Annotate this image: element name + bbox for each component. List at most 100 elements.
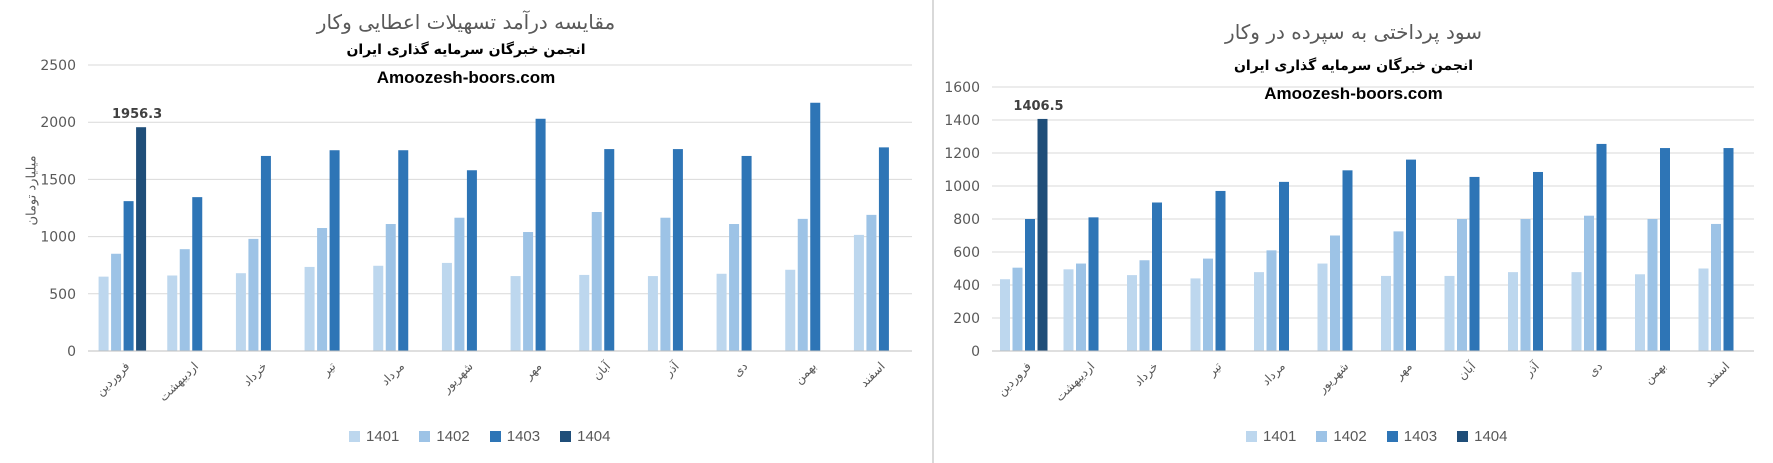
x-tick-label: اسفند <box>1702 359 1733 390</box>
bar-1403 <box>1342 170 1353 351</box>
legend-label: 1403 <box>506 428 541 445</box>
bar-1403 <box>1025 219 1035 351</box>
bar-1401 <box>1508 272 1518 351</box>
bar-1402 <box>1647 219 1658 351</box>
y-tick-label: 400 <box>953 278 980 294</box>
bar-1403 <box>535 118 546 351</box>
x-tick-label: مرداد <box>378 359 408 389</box>
legend-label: 1401 <box>366 428 400 445</box>
y-tick-label: 1000 <box>40 230 76 246</box>
legend-label: 1403 <box>1403 428 1438 445</box>
bar-1403 <box>329 150 340 351</box>
bar-1403 <box>1723 148 1734 351</box>
chart-subtitle: انجمن خبرگان سرمایه گذاری ایران <box>346 42 586 58</box>
bar-1403 <box>604 149 615 351</box>
legend-label: 1401 <box>1263 428 1297 445</box>
bar-1401 <box>716 273 727 351</box>
bar-1403 <box>672 149 683 351</box>
chart-title: سود پرداختی به سپرده در وکار <box>1225 20 1482 44</box>
legend-item-1402: 1402 <box>1316 428 1367 445</box>
bar-1402 <box>1457 219 1467 351</box>
x-tick-label: فروردین <box>994 359 1034 399</box>
legend-item-1404: 1404 <box>560 428 611 445</box>
bar-1402 <box>1012 267 1023 351</box>
x-tick-label: شهریور <box>439 359 477 397</box>
x-tick-label: بهمن <box>1641 359 1669 387</box>
x-tick-label: اردیبهشت <box>1053 359 1099 405</box>
legend-item-1401: 1401 <box>349 428 399 445</box>
x-tick-label: آذر <box>660 358 683 381</box>
x-tick-label: خرداد <box>240 359 270 389</box>
x-tick-label: اردیبهشت <box>156 359 202 405</box>
legend-swatch <box>1386 431 1398 442</box>
x-tick-label: مرداد <box>1259 359 1289 389</box>
legend-item-1402: 1402 <box>419 428 470 445</box>
bar-1401 <box>1571 272 1582 351</box>
legend-item-1404: 1404 <box>1457 428 1508 445</box>
bar-1402 <box>1076 263 1086 351</box>
x-tick-label: تیر <box>318 359 339 380</box>
x-tick-label: بهمن <box>792 359 820 387</box>
y-tick-label: 600 <box>953 245 980 261</box>
bar-1401 <box>1000 279 1010 351</box>
bar-1403 <box>810 102 821 351</box>
bar-1402 <box>660 217 671 351</box>
y-axis-label: میلیارد تومان <box>24 155 40 226</box>
bar-1403 <box>398 150 409 351</box>
x-tick-label: تیر <box>1204 359 1225 380</box>
x-tick-label: خرداد <box>1131 359 1161 389</box>
y-tick-label: 1000 <box>944 179 980 195</box>
chart-legend: 1401 1402 1403 1404 <box>1246 428 1508 445</box>
bar-1402 <box>385 224 396 351</box>
y-tick-label: 200 <box>953 311 980 327</box>
bar-1401 <box>1635 274 1645 351</box>
bar-1402 <box>797 218 808 351</box>
bar-1401 <box>785 269 796 351</box>
legend-label: 1404 <box>577 428 611 445</box>
y-tick-label: 800 <box>953 212 980 228</box>
x-tick-label: آبان <box>1454 358 1479 383</box>
data-label: 1406.5 <box>1013 99 1063 114</box>
bar-1403 <box>1596 143 1607 351</box>
legend-label: 1404 <box>1474 428 1508 445</box>
bar-1402 <box>317 228 328 351</box>
bar-1402 <box>1584 215 1594 351</box>
bar-1401 <box>647 276 658 351</box>
legend-item-1403: 1403 <box>1386 428 1438 445</box>
bar-1402 <box>1330 235 1340 351</box>
chart-subtitle: انجمن خبرگان سرمایه گذاری ایران <box>1233 58 1474 74</box>
bar-1403 <box>1088 217 1099 351</box>
bar-1403 <box>1469 176 1480 351</box>
y-tick-label: 1200 <box>944 146 980 162</box>
bar-1401 <box>1254 272 1264 351</box>
bar-1403 <box>1215 190 1226 351</box>
bar-1402 <box>1711 223 1721 351</box>
x-tick-label: شهریور <box>1314 359 1352 397</box>
bar-1403 <box>192 197 203 351</box>
bar-1401 <box>373 265 384 351</box>
y-tick-label: 0 <box>971 344 980 360</box>
x-tick-label: آذر <box>1520 358 1543 381</box>
legend-swatch <box>349 431 360 442</box>
legend-swatch <box>1457 431 1469 442</box>
y-tick-label: 0 <box>67 344 76 360</box>
panel-divider <box>932 0 934 463</box>
bar-1404 <box>136 127 147 351</box>
bar-1403 <box>878 147 889 351</box>
bar-1403 <box>1406 159 1416 351</box>
bar-1401 <box>579 274 590 351</box>
bar-1402 <box>729 224 740 351</box>
bar-1403 <box>466 170 477 351</box>
bar-1403 <box>1660 148 1670 351</box>
bar-1403 <box>741 155 752 351</box>
bar-1402 <box>523 232 534 351</box>
x-tick-label: اسفند <box>857 359 888 390</box>
legend-swatch <box>1246 431 1257 442</box>
legend-swatch <box>419 431 431 442</box>
bar-1401 <box>1063 269 1074 351</box>
chart-title: مقایسه درآمد تسهیلات اعطایی وکار <box>316 10 616 34</box>
legend-item-1403: 1403 <box>489 428 541 445</box>
bar-1402 <box>454 217 465 351</box>
x-tick-label: آبان <box>589 358 614 383</box>
chart-website: Amoozesh-boors.com <box>376 68 556 87</box>
